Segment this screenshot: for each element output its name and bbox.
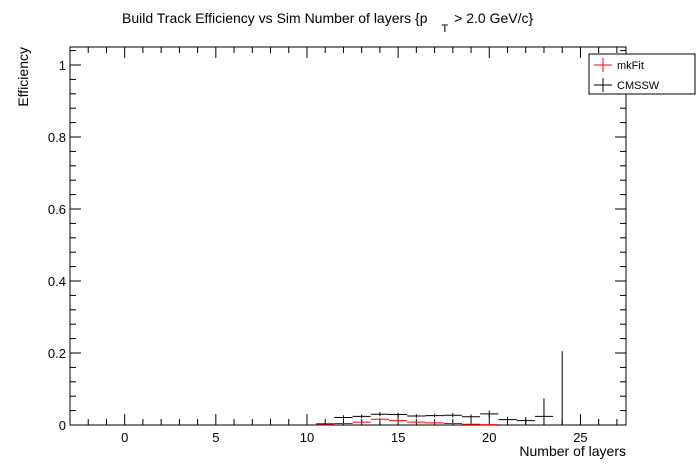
plot-frame [69, 46, 627, 426]
y-tick-label: 0.4 [48, 274, 66, 289]
x-tick-label: 0 [121, 430, 128, 445]
x-tick-label: 15 [391, 430, 405, 445]
legend: mkFit CMSSW [588, 53, 696, 95]
y-axis-tick-labels: 0 0.2 0.4 0.6 0.8 1 [48, 58, 66, 433]
chart-title-subscript: T [442, 23, 449, 35]
x-tick-label: 5 [212, 430, 219, 445]
legend-mkfit-label: mkFit [617, 60, 644, 72]
x-axis-label: Number of layers [519, 443, 626, 459]
legend-cmssw-label: CMSSW [617, 80, 660, 92]
chart-title-main: Build Track Efficiency vs Sim Number of … [122, 10, 428, 26]
y-tick-label: 0 [59, 418, 66, 433]
chart-title-tail: > 2.0 GeV/c} [450, 10, 533, 26]
chart-title: Build Track Efficiency vs Sim Number of … [122, 10, 533, 35]
data-series [316, 351, 572, 426]
y-tick-label: 0.6 [48, 202, 66, 217]
series-mkfit [316, 417, 499, 426]
y-tick-label: 0.8 [48, 130, 66, 145]
y-tick-label: 0.2 [48, 346, 66, 361]
x-tick-label: 25 [573, 430, 587, 445]
y-tick-label: 1 [59, 58, 66, 73]
x-tick-label: 10 [300, 430, 314, 445]
x-axis-tick-labels: 0 5 10 15 20 25 [121, 430, 588, 445]
x-tick-label: 20 [482, 430, 496, 445]
y-axis-label: Efficiency [15, 47, 31, 107]
series-cmssw [316, 351, 572, 426]
legend-box [588, 53, 696, 95]
